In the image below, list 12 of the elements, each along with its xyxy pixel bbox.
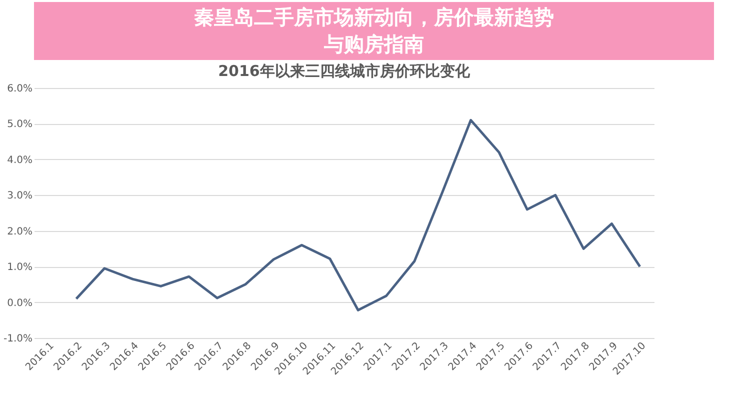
y-tick-label: 6.0% [7,84,32,94]
chart-title: 2016年以来三四线城市房价环比变化 [218,62,471,80]
y-tick-label: 3.0% [7,190,32,202]
text: 与购房指南 [323,32,424,56]
y-tick-label: -1.0% [3,334,32,344]
y-tick-label: 5.0% [7,119,32,130]
text: 秦皇岛二手房市场新动向，房价最新趋势 [194,5,554,29]
y-tick-label: 1.0% [7,262,32,274]
line-series [75,118,642,312]
y-tick-label: 0.0% [7,298,32,309]
y-tick-label: 4.0% [7,154,32,166]
y-tick-label: 2.0% [7,226,32,238]
